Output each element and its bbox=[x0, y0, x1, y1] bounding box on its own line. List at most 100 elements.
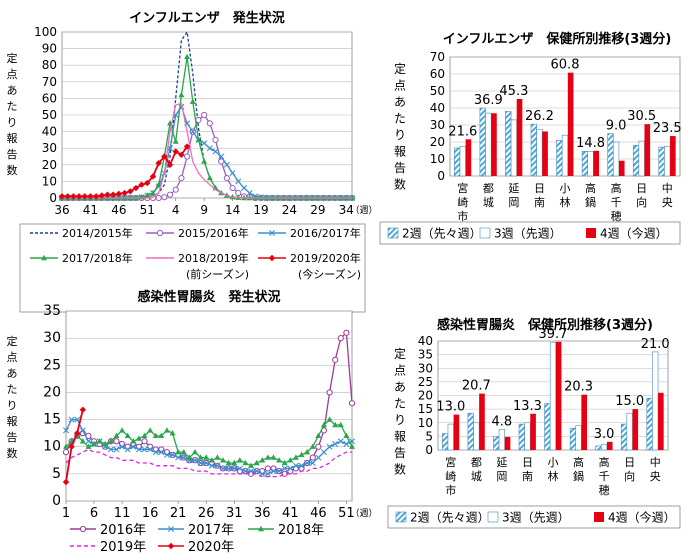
data-point bbox=[229, 170, 236, 177]
data-point bbox=[166, 161, 174, 168]
legend-label-2: 4週（今週） bbox=[608, 510, 676, 525]
data-point bbox=[298, 451, 305, 458]
category-label: 都 bbox=[483, 182, 494, 195]
category-label: 市 bbox=[445, 483, 456, 497]
data-point bbox=[276, 457, 283, 463]
y-tick-label: 30 bbox=[43, 330, 61, 346]
category-label: 向 bbox=[636, 195, 647, 209]
data-point bbox=[281, 465, 288, 472]
bar bbox=[644, 124, 651, 176]
data-point bbox=[276, 468, 283, 475]
legend-label-1: 3週（先週） bbox=[494, 227, 562, 241]
data-point bbox=[169, 429, 176, 436]
data-point bbox=[287, 465, 294, 472]
data-point bbox=[158, 432, 165, 439]
data-label: 60.8 bbox=[551, 58, 580, 73]
data-point bbox=[149, 173, 157, 180]
data-point bbox=[195, 136, 202, 143]
data-point bbox=[189, 128, 196, 135]
data-point bbox=[337, 438, 344, 445]
data-point bbox=[85, 438, 92, 445]
data-point bbox=[201, 140, 208, 147]
bar bbox=[530, 413, 536, 450]
data-point bbox=[208, 462, 215, 469]
data-point bbox=[152, 432, 159, 439]
bar bbox=[606, 441, 613, 450]
data-point bbox=[337, 335, 344, 342]
data-point bbox=[152, 449, 159, 456]
y-tick-label: 0 bbox=[437, 169, 445, 183]
data-point bbox=[189, 98, 196, 104]
chart-title: 感染性胃腸炎 保健所別推移(3週分) bbox=[437, 317, 653, 333]
data-point bbox=[158, 449, 165, 456]
data-point bbox=[74, 429, 81, 437]
legend-label-2: 2016/2017年 bbox=[290, 226, 361, 240]
category-label: 南 bbox=[534, 196, 545, 209]
data-point bbox=[264, 465, 271, 472]
y-axis-label: 告 bbox=[7, 148, 18, 161]
bar bbox=[561, 134, 569, 177]
y-tick-label: 5 bbox=[52, 466, 61, 482]
data-point bbox=[135, 446, 142, 453]
data-point bbox=[270, 465, 277, 472]
category-label: 中 bbox=[662, 182, 673, 195]
data-point bbox=[183, 143, 191, 150]
data-point bbox=[343, 432, 350, 439]
legend-swatch-1 bbox=[487, 511, 499, 523]
bar bbox=[459, 145, 466, 177]
bar bbox=[465, 139, 472, 176]
data-point bbox=[332, 356, 339, 363]
data-point bbox=[138, 181, 145, 188]
data-point bbox=[225, 459, 232, 466]
y-tick-label: 40 bbox=[430, 101, 445, 115]
data-point bbox=[113, 438, 120, 445]
data-point bbox=[270, 468, 277, 475]
data-point bbox=[304, 448, 311, 455]
data-point bbox=[191, 457, 198, 464]
data-point bbox=[166, 191, 174, 198]
data-point bbox=[141, 438, 148, 445]
data-label: 21.6 bbox=[448, 124, 477, 139]
bar bbox=[632, 145, 640, 177]
x-tick-label: 29 bbox=[310, 203, 325, 217]
series-line-4 bbox=[65, 409, 84, 483]
data-point bbox=[315, 454, 322, 461]
data-point bbox=[214, 454, 221, 460]
data-point bbox=[218, 153, 225, 160]
data-point bbox=[223, 161, 230, 168]
data-point bbox=[147, 427, 154, 433]
x-tick-label: 9 bbox=[200, 203, 208, 217]
data-point bbox=[113, 432, 120, 439]
data-point bbox=[115, 190, 123, 198]
data-point bbox=[225, 465, 232, 472]
data-point bbox=[62, 478, 70, 486]
bar bbox=[567, 72, 574, 176]
data-point bbox=[253, 459, 260, 466]
legend-label-0: 2週（先々週） bbox=[410, 511, 490, 525]
series-line-4 bbox=[62, 102, 352, 199]
data-label: 21.0 bbox=[641, 337, 670, 352]
data-point bbox=[130, 438, 137, 444]
data-point bbox=[270, 454, 277, 460]
y-tick-label: 20 bbox=[418, 389, 433, 403]
y-axis-label: 数 bbox=[7, 164, 18, 177]
data-point bbox=[264, 454, 271, 460]
data-point bbox=[175, 448, 182, 455]
x-tick-label: 41 bbox=[83, 203, 98, 217]
data-point bbox=[144, 192, 151, 198]
data-point bbox=[158, 446, 165, 453]
data-point bbox=[132, 184, 140, 192]
category-label: 岡 bbox=[508, 196, 519, 209]
bar bbox=[664, 145, 671, 177]
legend-marker bbox=[167, 542, 175, 550]
legend-label-1: 2015/2016年 bbox=[178, 226, 249, 240]
data-point bbox=[172, 138, 179, 144]
data-point bbox=[343, 441, 350, 447]
y-tick-label: 50 bbox=[42, 108, 57, 122]
data-point bbox=[178, 91, 185, 98]
category-label: 市 bbox=[457, 209, 468, 223]
data-point bbox=[109, 191, 117, 198]
data-point bbox=[332, 421, 339, 428]
data-point bbox=[326, 389, 333, 396]
category-label: 千 bbox=[599, 470, 610, 483]
